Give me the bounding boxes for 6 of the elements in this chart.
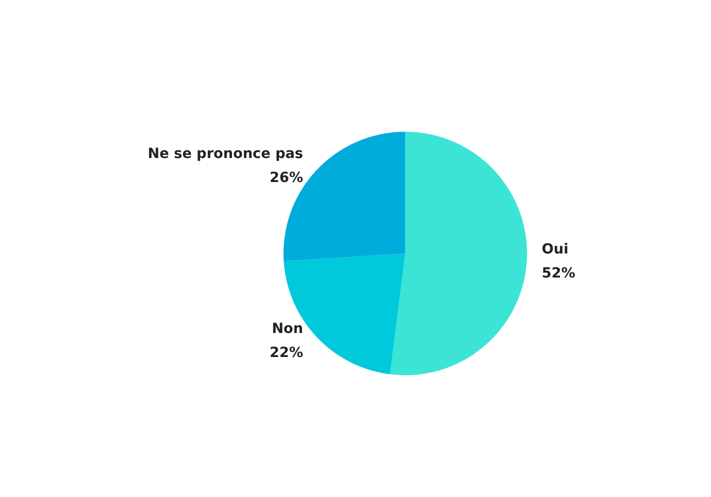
- slice-label: Ne se prononce pas: [148, 146, 304, 162]
- data-label: 22%: [270, 344, 304, 361]
- data-label: 26%: [270, 170, 304, 186]
- slice-label: Non: [272, 320, 304, 337]
- slice-label: Oui: [542, 241, 568, 258]
- data-label: 52%: [542, 265, 576, 282]
